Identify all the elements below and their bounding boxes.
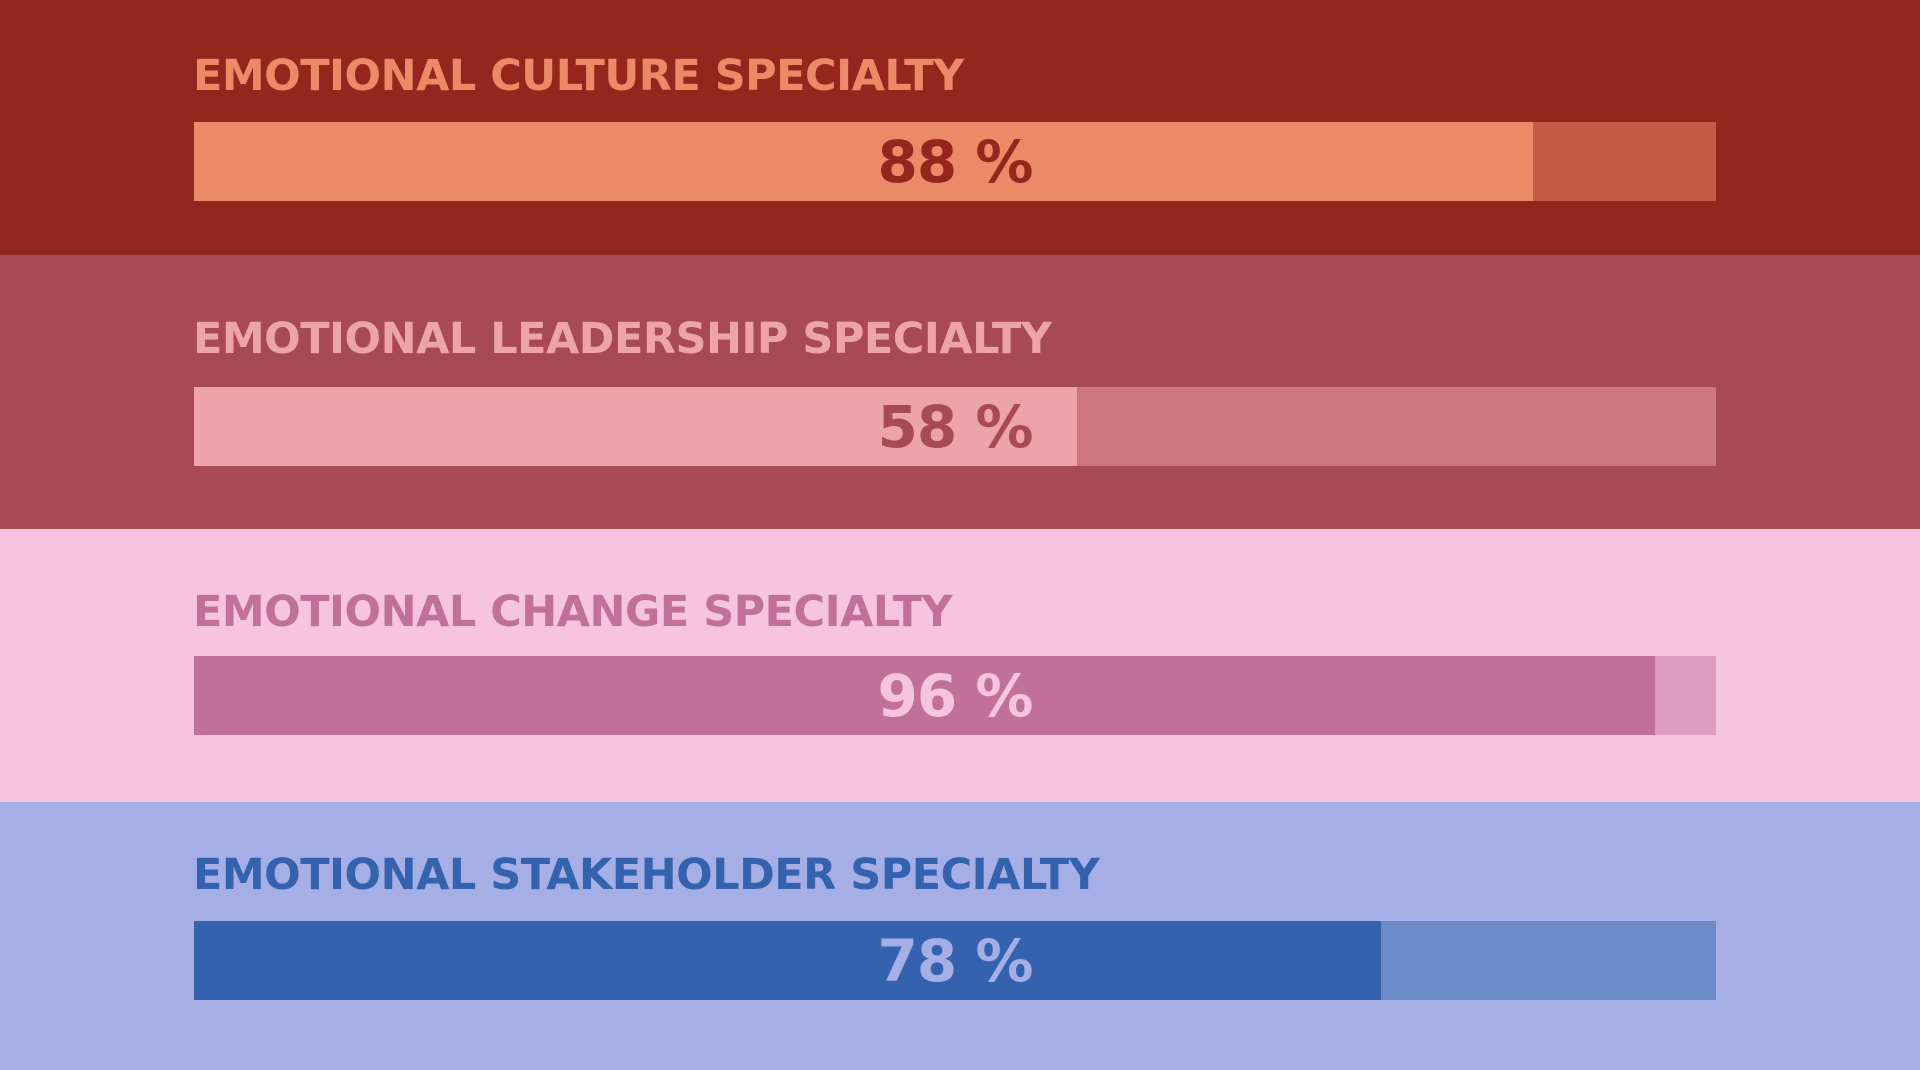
change-title: EMOTIONAL CHANGE SPECIALTY bbox=[193, 587, 953, 637]
band-culture: EMOTIONAL CULTURE SPECIALTY 88 % bbox=[0, 0, 1920, 255]
culture-bar-track: 88 % bbox=[194, 122, 1716, 201]
band-leadership: EMOTIONAL LEADERSHIP SPECIALTY 58 % bbox=[0, 255, 1920, 529]
stakeholder-bar-fill bbox=[194, 921, 1382, 1000]
stakeholder-value-label: 78 % bbox=[877, 926, 1033, 995]
culture-bar-fill bbox=[194, 122, 1534, 201]
leadership-title: EMOTIONAL LEADERSHIP SPECIALTY bbox=[193, 314, 1052, 364]
change-value-label: 96 % bbox=[877, 661, 1033, 730]
band-change: EMOTIONAL CHANGE SPECIALTY 96 % bbox=[0, 529, 1920, 802]
change-bar-fill bbox=[194, 656, 1656, 735]
stakeholder-bar-track: 78 % bbox=[194, 921, 1716, 1000]
change-bar-track: 96 % bbox=[194, 656, 1716, 735]
leadership-bar-track: 58 % bbox=[194, 387, 1716, 466]
culture-value-label: 88 % bbox=[877, 127, 1033, 196]
band-stakeholder: EMOTIONAL STAKEHOLDER SPECIALTY 78 % bbox=[0, 802, 1920, 1070]
culture-title: EMOTIONAL CULTURE SPECIALTY bbox=[193, 51, 964, 101]
stakeholder-title: EMOTIONAL STAKEHOLDER SPECIALTY bbox=[193, 850, 1100, 900]
leadership-value-label: 58 % bbox=[877, 392, 1033, 461]
leadership-bar-fill bbox=[194, 387, 1077, 466]
